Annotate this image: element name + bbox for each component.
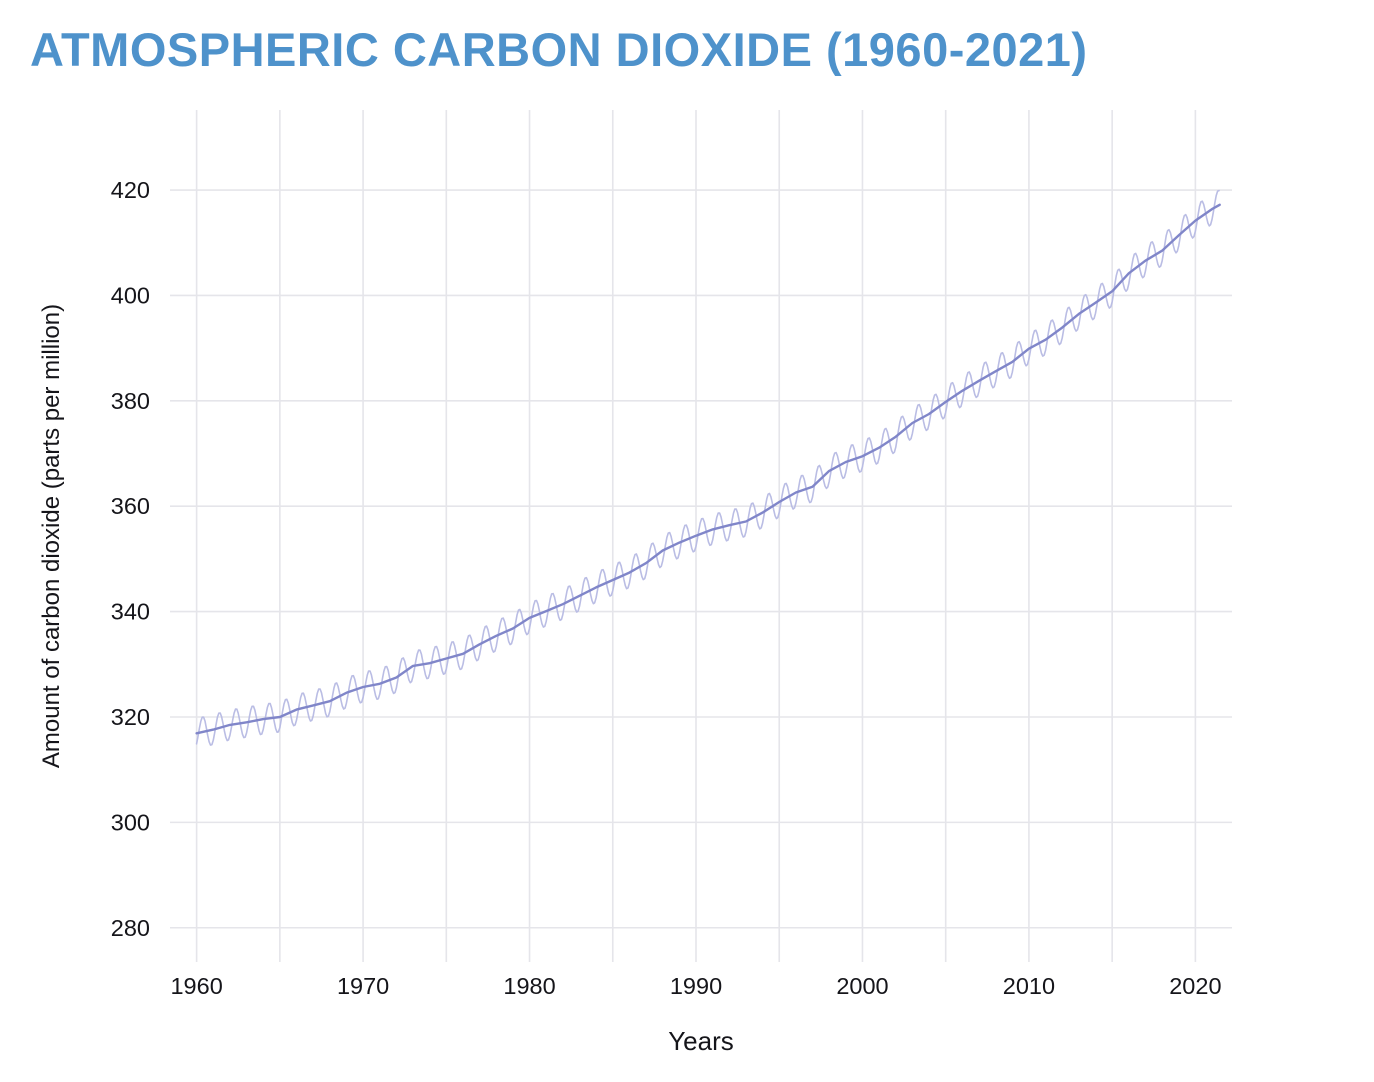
y-tick-label: 360 <box>111 493 150 519</box>
trend-line <box>195 203 1221 735</box>
y-tick-label: 280 <box>111 915 150 941</box>
chart-title: ATMOSPHERIC CARBON DIOXIDE (1960-2021) <box>30 23 1088 76</box>
y-tick-label: 400 <box>111 282 150 308</box>
x-tick-label: 1970 <box>337 973 389 999</box>
y-tick-label: 300 <box>111 809 150 835</box>
x-tick-label: 1990 <box>670 973 722 999</box>
gridlines <box>170 110 1232 962</box>
x-tick-label: 1960 <box>170 973 222 999</box>
x-tick-label: 2020 <box>1169 973 1221 999</box>
x-tick-label: 1980 <box>503 973 555 999</box>
y-tick-label: 420 <box>111 177 150 203</box>
y-tick-label: 320 <box>111 704 150 730</box>
y-tick-label: 380 <box>111 388 150 414</box>
x-axis-label: Years <box>668 1026 734 1056</box>
x-tick-label: 2000 <box>836 973 888 999</box>
x-tick-label: 2010 <box>1003 973 1055 999</box>
seasonal-line <box>195 189 1220 746</box>
y-tick-label: 340 <box>111 599 150 625</box>
tick-labels: 280 300 320 340 360 380 400 420 1960 1970 1980 1990… <box>111 177 1222 999</box>
